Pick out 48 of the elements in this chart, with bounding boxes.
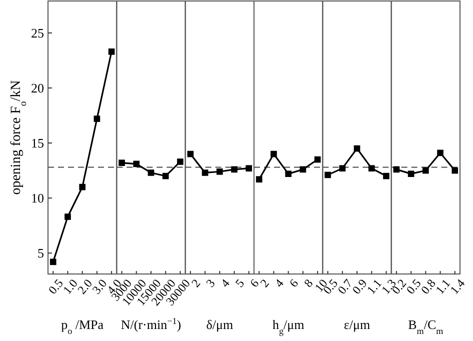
x-axis-title: h$_{g}$/μm: [272, 317, 304, 336]
y-tick-label: 10: [31, 190, 44, 206]
y-tick-label: 25: [31, 25, 44, 40]
y-tick-label: 5: [38, 246, 44, 261]
point: [300, 166, 306, 173]
point: [162, 172, 169, 180]
point: [314, 156, 321, 163]
point: [148, 170, 154, 176]
point: [437, 150, 444, 156]
point: [187, 150, 194, 158]
point: [368, 165, 375, 172]
x-tick-label: 2: [188, 276, 204, 290]
point: [285, 170, 292, 177]
point: [246, 165, 252, 172]
point: [216, 168, 223, 175]
point: [177, 158, 184, 165]
point: [339, 165, 346, 172]
x-axis-title: B$_{m}$/C$_{m}$: [408, 317, 444, 336]
point: [452, 167, 458, 174]
y-tick-label: 15: [31, 136, 44, 151]
point: [354, 145, 360, 152]
point: [118, 160, 125, 166]
point: [202, 170, 208, 176]
point: [408, 170, 414, 177]
x-tick-label: 3: [203, 276, 218, 290]
x-tick-label: 8: [301, 276, 316, 290]
x-tick-label: 4: [218, 276, 232, 290]
x-axis-title: p$_{o}$ /MPa: [61, 317, 104, 336]
x-axis-title: ε/μm: [344, 317, 370, 332]
point: [383, 172, 390, 180]
point: [256, 176, 262, 182]
point: [270, 150, 277, 158]
x-tick-label: 4: [272, 276, 286, 290]
point: [79, 184, 86, 190]
x-tick-label: 6: [286, 276, 302, 290]
point: [94, 116, 100, 122]
point: [393, 166, 400, 173]
point: [422, 167, 429, 174]
point: [324, 172, 331, 178]
point: [50, 258, 56, 266]
point: [133, 160, 140, 168]
point: [108, 48, 115, 55]
y-tick-label: 20: [31, 80, 44, 96]
x-tick-label: 5: [232, 276, 248, 290]
point: [64, 214, 71, 220]
point: [231, 166, 238, 173]
x-axis-title: δ/μm: [206, 317, 234, 332]
x-axis-title: N/(r·min$^{−1}$): [120, 316, 182, 332]
